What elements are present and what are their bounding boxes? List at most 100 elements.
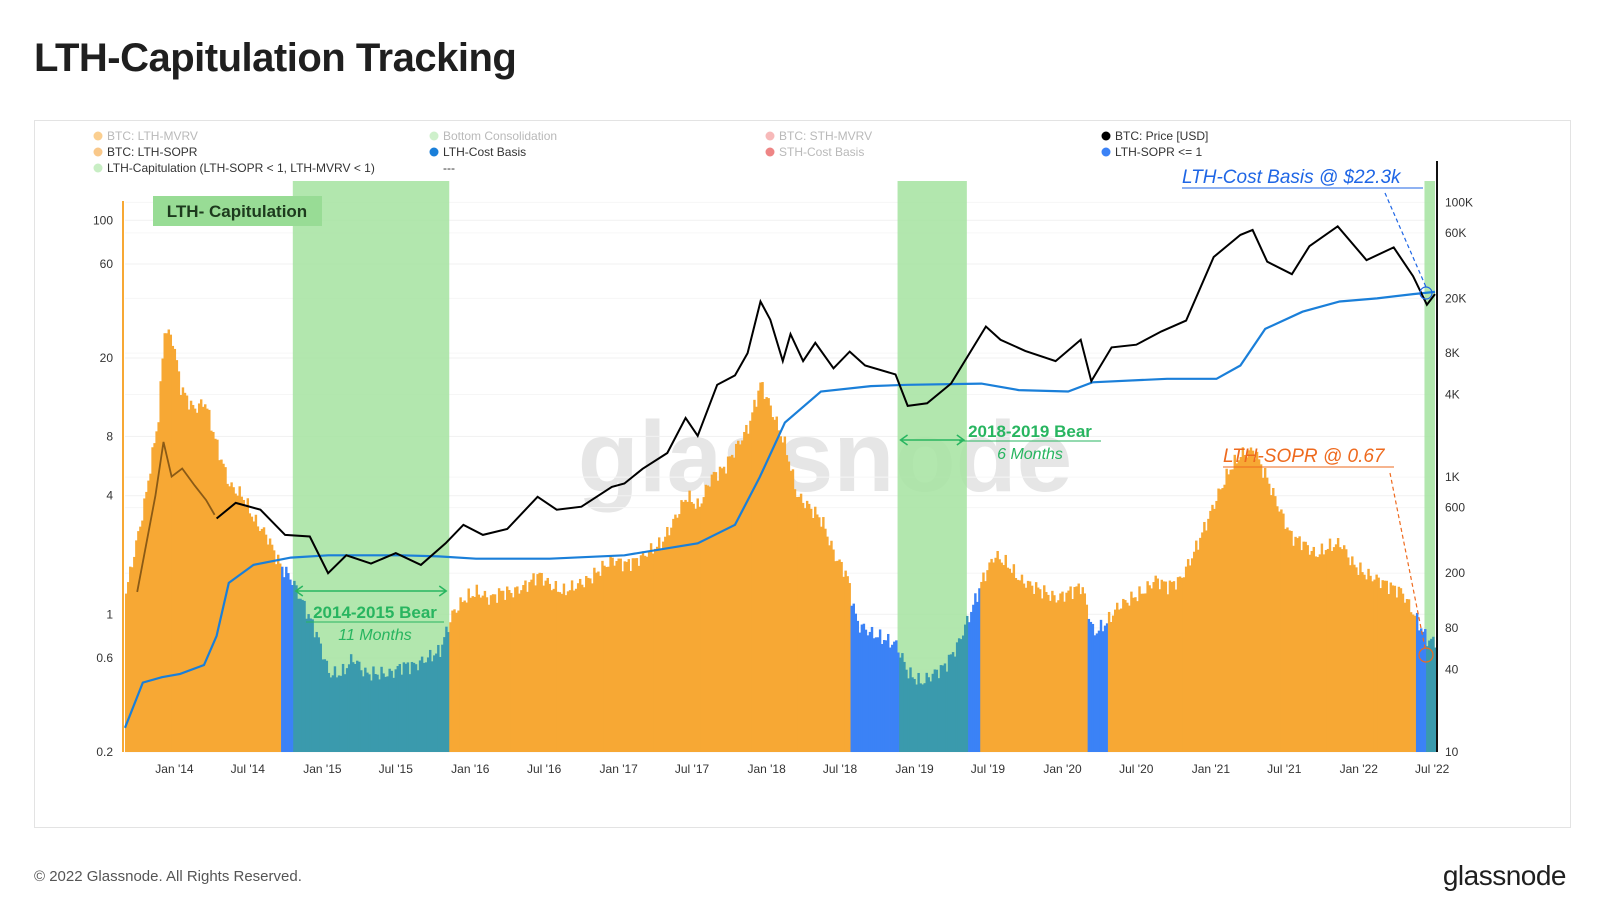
mvrv-bar	[339, 675, 343, 752]
mvrv-bar	[177, 371, 181, 752]
mvrv-bar	[724, 473, 728, 752]
legend-swatch	[93, 131, 103, 141]
mvrv-bar	[700, 503, 703, 752]
mvrv-bar	[1296, 538, 1299, 752]
bear-2018-arrow-head	[956, 434, 966, 446]
footer-logo[interactable]: glassnode	[1442, 860, 1567, 891]
legend-item[interactable]: BTC: STH-MVRV	[765, 129, 873, 143]
mvrv-bar	[1091, 623, 1095, 752]
mvrv-bar	[299, 598, 302, 752]
legend-item[interactable]: LTH-Capitulation (LTH-SOPR < 1, LTH-MVRV…	[93, 161, 375, 175]
mvrv-bar	[398, 664, 402, 752]
mvrv-bar	[388, 668, 391, 752]
legend-item[interactable]: ---	[443, 161, 455, 175]
mvrv-bar	[1237, 460, 1241, 752]
legend-swatch	[1101, 147, 1111, 157]
mvrv-bar	[816, 514, 819, 752]
mvrv-bar	[1330, 550, 1334, 752]
mvrv-bar	[538, 572, 541, 752]
mvrv-bar	[501, 590, 505, 752]
mvrv-bar	[210, 430, 213, 752]
mvrv-bar	[795, 497, 799, 752]
mvrv-bar	[224, 467, 227, 752]
mvrv-bar	[426, 657, 430, 752]
mvrv-bar	[937, 678, 941, 752]
mvrv-bar	[485, 597, 489, 752]
mvrv-bar	[649, 543, 653, 752]
mvrv-bar	[682, 501, 685, 752]
mvrv-bar	[1030, 585, 1034, 752]
mvrv-bar	[191, 404, 195, 752]
mvrv-bar	[1087, 618, 1091, 752]
mvrv-bar	[599, 575, 602, 752]
mvrv-bar	[728, 456, 732, 752]
legend-label: LTH-Capitulation (LTH-SOPR < 1, LTH-MVRV…	[107, 161, 375, 175]
mvrv-bar	[1272, 487, 1275, 752]
mvrv-bar	[384, 676, 387, 752]
mvrv-bar	[585, 575, 588, 752]
mvrv-bar	[566, 591, 570, 752]
legend-item[interactable]: BTC: Price [USD]	[1101, 129, 1209, 143]
mvrv-bar	[187, 409, 191, 752]
legend-item[interactable]: BTC: LTH-SOPR	[93, 145, 198, 159]
mvrv-bar	[1399, 588, 1403, 752]
mvrv-bar	[1176, 577, 1180, 752]
mvrv-bar	[293, 580, 296, 752]
legend-item[interactable]: STH-Cost Basis	[765, 145, 865, 159]
legend-item[interactable]: BTC: LTH-MVRV	[93, 129, 198, 143]
mvrv-bar	[633, 558, 637, 752]
mvrv-bar	[1138, 586, 1141, 752]
mvrv-bar	[1276, 506, 1279, 752]
mvrv-bar	[386, 676, 389, 752]
mvrv-bar	[587, 577, 590, 752]
mvrv-bar	[1160, 579, 1164, 752]
mvrv-bar	[1022, 583, 1026, 752]
left-tick-label: 1	[106, 607, 113, 621]
mvrv-bar	[1383, 580, 1386, 752]
mvrv-bar	[771, 417, 774, 752]
mvrv-bar	[1012, 564, 1016, 752]
mvrv-bar	[913, 678, 916, 752]
mvrv-bar	[1063, 601, 1066, 752]
mvrv-bar	[1083, 593, 1087, 752]
bear-2018-duration: 6 Months	[997, 446, 1063, 463]
mvrv-bar	[876, 637, 880, 752]
mvrv-bar	[676, 517, 679, 752]
mvrv-bar	[276, 554, 280, 752]
mvrv-bar	[907, 678, 910, 752]
mvrv-bar	[1008, 568, 1012, 752]
mvrv-bar	[406, 662, 410, 752]
chart-svg[interactable]: glassnode 10060208410.60.2100K60K20K8K4K…	[35, 121, 1570, 827]
mvrv-bar	[1132, 597, 1135, 752]
mvrv-bar	[514, 587, 517, 752]
mvrv-bar	[550, 590, 554, 752]
mvrv-bar	[824, 528, 827, 752]
mvrv-bar	[1280, 509, 1283, 752]
bear-2014-duration: 11 Months	[338, 627, 412, 644]
mvrv-bar	[759, 382, 762, 752]
mvrv-bar	[589, 578, 592, 752]
mvrv-bar	[1043, 585, 1046, 752]
mvrv-bar	[781, 442, 785, 752]
mvrv-bar	[1174, 589, 1178, 752]
mvrv-bar	[789, 470, 793, 752]
legend-item[interactable]: Bottom Consolidation	[429, 129, 558, 143]
mvrv-bar	[830, 540, 833, 752]
mvrv-bar	[1340, 549, 1344, 752]
legend-item[interactable]: LTH-SOPR <= 1	[1101, 145, 1203, 159]
legend-item[interactable]: LTH-Cost Basis	[429, 145, 527, 159]
mvrv-bar	[1409, 612, 1413, 752]
mvrv-bar	[872, 638, 876, 752]
mvrv-bar	[1203, 521, 1206, 752]
mvrv-bar	[882, 639, 886, 752]
mvrv-bar	[864, 629, 868, 752]
mvrv-bar	[1199, 537, 1202, 752]
mvrv-bar	[702, 497, 706, 752]
legend[interactable]: BTC: LTH-MVRV Bottom Consolidation BTC: ST…	[93, 129, 1209, 175]
mvrv-bar	[751, 412, 754, 752]
mvrv-bar	[475, 584, 479, 752]
mvrv-bar	[508, 590, 511, 752]
mvrv-bar	[185, 395, 189, 752]
mvrv-bar	[951, 652, 955, 752]
mvrv-bar	[832, 549, 835, 752]
